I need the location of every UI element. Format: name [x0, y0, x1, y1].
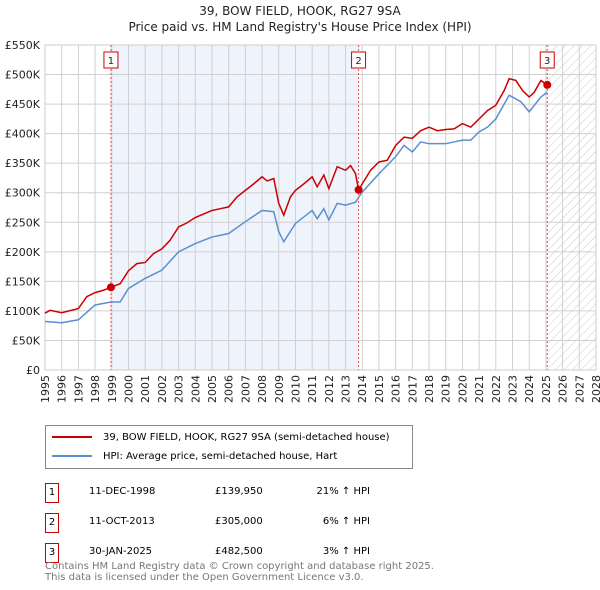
transaction-hpi: 6% ↑ HPI: [322, 516, 370, 527]
transaction-number: 3: [45, 543, 59, 563]
sale-point: [354, 185, 363, 194]
legend-swatch-blue: [52, 455, 92, 457]
y-tick-label: £550K: [5, 39, 41, 52]
x-tick-label: 2012: [323, 375, 336, 403]
y-tick-label: £350K: [5, 157, 41, 170]
sale-label: 3: [544, 56, 550, 67]
sale-label-box: [351, 51, 367, 69]
sale-label-box: [103, 51, 119, 69]
sale-label-box: [539, 51, 555, 69]
plot-frame: [44, 44, 597, 371]
x-tick-label: 2024: [523, 375, 536, 403]
x-tick-label: 2001: [139, 375, 152, 403]
transaction-price: £305,000: [215, 516, 263, 527]
x-tick-label: 1997: [72, 375, 85, 403]
transaction-row: 3 30-JAN-2025 £482,500 3% ↑ HPI: [45, 543, 445, 563]
x-tick-label: 2027: [573, 375, 586, 403]
transaction-number: 1: [45, 483, 59, 503]
legend-item-property: 39, BOW FIELD, HOOK, RG27 9SA (semi-deta…: [52, 429, 390, 445]
y-tick-label: £250K: [5, 216, 41, 229]
x-tick-label: 2007: [239, 375, 252, 403]
legend-swatch-red: [52, 436, 92, 438]
hpi-line: [44, 91, 548, 324]
y-tick-label: £400K: [5, 128, 41, 141]
x-tick-label: 2006: [223, 375, 236, 403]
x-tick-label: 1999: [106, 375, 119, 403]
y-tick-label: £500K: [5, 69, 41, 82]
transaction-date: 11-OCT-2013: [89, 516, 155, 527]
x-tick-label: 2022: [490, 375, 503, 403]
y-tick-label: £100K: [5, 305, 41, 318]
transaction-row: 1 11-DEC-1998 £139,950 21% ↑ HPI: [45, 483, 445, 503]
transaction-hpi: 21% ↑ HPI: [316, 486, 370, 497]
transaction-row: 2 11-OCT-2013 £305,000 6% ↑ HPI: [45, 513, 445, 533]
x-tick-label: 2000: [122, 375, 135, 403]
legend-label: 39, BOW FIELD, HOOK, RG27 9SA (semi-deta…: [103, 431, 390, 443]
x-tick-label: 2021: [473, 375, 486, 403]
x-tick-label: 2015: [373, 375, 386, 403]
ownership-shade: [110, 45, 359, 370]
y-tick-label: £200K: [5, 246, 41, 259]
legend-label: HPI: Average price, semi-detached house,…: [103, 450, 338, 462]
x-tick-label: 2020: [456, 375, 469, 403]
transaction-date: 30-JAN-2025: [89, 546, 153, 557]
x-tick-label: 1998: [89, 375, 102, 403]
x-tick-label: 2005: [206, 375, 219, 403]
y-tick-label: £450K: [5, 98, 41, 111]
x-tick-label: 2004: [189, 375, 202, 403]
y-tick-label: £50K: [12, 334, 41, 347]
legend: 39, BOW FIELD, HOOK, RG27 9SA (semi-deta…: [45, 425, 413, 469]
x-tick-label: 2010: [289, 375, 302, 403]
forecast-hatch: [547, 45, 596, 370]
y-tick-label: £300K: [5, 187, 41, 200]
transaction-hpi: 3% ↑ HPI: [322, 546, 370, 557]
x-tick-label: 2019: [440, 375, 453, 403]
x-tick-label: 2003: [173, 375, 186, 403]
sale-point: [106, 283, 115, 292]
x-tick-label: 1996: [56, 375, 69, 403]
footer-line: This data is licensed under the Open Gov…: [45, 572, 364, 583]
x-tick-label: 2028: [590, 375, 600, 403]
footer-line: Contains HM Land Registry data © Crown c…: [45, 561, 434, 572]
price-chart: £0 £50K £100K £150K £200K £250K £300K £350K £400…: [5, 39, 600, 403]
x-tick-label: 2011: [306, 375, 319, 403]
x-tick-label: 2016: [390, 375, 403, 403]
transaction-price: £482,500: [215, 546, 263, 557]
legend-item-hpi: HPI: Average price, semi-detached house,…: [52, 448, 337, 464]
transaction-number: 2: [45, 513, 59, 533]
sale-point: [543, 80, 552, 89]
x-tick-label: 2008: [256, 375, 269, 403]
y-tick-label: £0: [26, 364, 40, 377]
chart-subtitle: Price paid vs. HM Land Registry's House …: [128, 20, 472, 34]
x-tick-label: 2002: [156, 375, 169, 403]
x-tick-label: 2017: [406, 375, 419, 403]
sale-label: 1: [108, 56, 114, 67]
transaction-date: 11-DEC-1998: [89, 486, 156, 497]
x-tick-label: 2025: [540, 375, 553, 403]
transaction-price: £139,950: [215, 486, 263, 497]
x-tick-label: 2023: [507, 375, 520, 403]
x-tick-label: 2013: [340, 375, 353, 403]
footer: Contains HM Land Registry data © Crown c…: [45, 561, 434, 583]
chart-title: 39, BOW FIELD, HOOK, RG27 9SA: [199, 4, 401, 18]
sale-label: 2: [355, 56, 361, 67]
y-tick-label: £150K: [5, 275, 41, 288]
x-tick-label: 2014: [356, 375, 369, 403]
x-tick-label: 2009: [273, 375, 286, 403]
property-price-line: [44, 77, 548, 314]
x-tick-label: 2018: [423, 375, 436, 403]
x-tick-label: 1995: [39, 375, 52, 403]
x-tick-label: 2026: [557, 375, 570, 403]
